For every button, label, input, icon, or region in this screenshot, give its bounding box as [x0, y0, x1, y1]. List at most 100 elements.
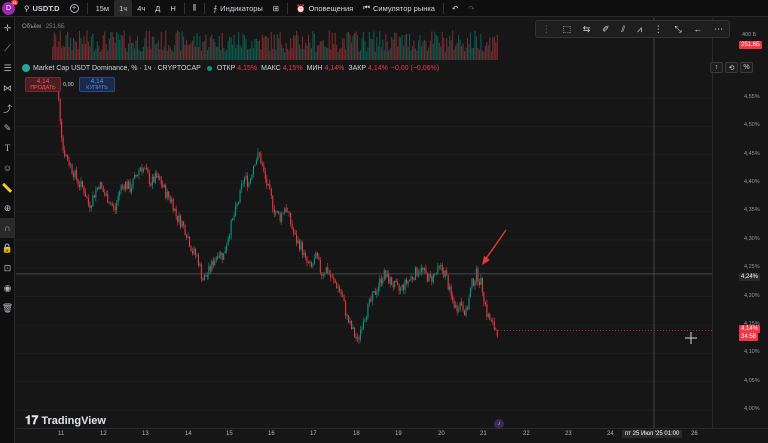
candle-body [74, 170, 76, 178]
volume-bar [368, 32, 370, 60]
volume-bar [243, 35, 246, 60]
candle-body [464, 310, 466, 316]
candle-body [150, 183, 152, 186]
trash-icon[interactable]: 🗑 [1, 302, 14, 313]
volume-bar [422, 41, 424, 60]
price-tick-label: 4,50% [744, 122, 760, 129]
measure-icon[interactable]: ⇆ [582, 23, 591, 34]
wave-pattern-icon[interactable]: ⩘ [636, 23, 643, 34]
lock-icon[interactable]: ⊡ [3, 262, 12, 273]
candle-body [468, 297, 470, 310]
candle-body [400, 287, 402, 291]
edit-line-icon[interactable]: ✐ [602, 23, 610, 34]
volume-bar [114, 42, 116, 60]
series-title[interactable]: Market Cap USDT Dominance, % · 1ч · CRYP… [33, 64, 201, 72]
candle-body [403, 284, 405, 291]
fib-retracement-icon[interactable]: ☰ [3, 62, 12, 73]
interval-15m[interactable]: 15м [95, 3, 110, 13]
go-to-realtime-icon[interactable]: ♪ [494, 419, 504, 429]
volume-bar [346, 32, 348, 60]
compare-add-symbol-button[interactable]: + [65, 0, 84, 17]
volume-bar [315, 51, 317, 60]
volume-bar [407, 46, 409, 60]
symbol-logo-icon [22, 64, 30, 72]
interval-1h[interactable]: 1ч [114, 0, 133, 17]
chart-type-button[interactable]: ⫼ [188, 0, 201, 17]
candle-body [151, 176, 153, 186]
volume-bar [169, 47, 171, 60]
candle-body [330, 274, 332, 278]
candle-body [334, 279, 336, 283]
candle-body [71, 164, 73, 173]
interval-1w[interactable]: Н [170, 3, 176, 13]
candle-body [380, 278, 382, 284]
price-chart[interactable] [16, 18, 712, 428]
volume-label: Объём [22, 24, 42, 30]
volume-bar [353, 32, 356, 60]
candle-body [267, 183, 269, 186]
volume-bar [450, 40, 452, 60]
layouts-button[interactable]: ⊞ [268, 0, 284, 17]
brush-icon[interactable]: ✎ [3, 122, 12, 133]
scroll-up-button[interactable]: ↑ [710, 62, 723, 73]
horizontal-line-icon[interactable]: ← [693, 24, 703, 34]
candle-body [367, 303, 369, 317]
eye-icon[interactable]: ◉ [3, 282, 12, 293]
candle-body [496, 329, 498, 337]
candle-body [487, 314, 489, 317]
volume-bar [257, 40, 259, 60]
crosshair-cursor-icon[interactable]: ✛ [3, 22, 12, 33]
auto-scale-button[interactable]: ⟲ [725, 62, 738, 73]
sell-button[interactable]: 4,14 ПРОДАТЬ [25, 77, 61, 92]
buy-button[interactable]: 4,14 КУПИТЬ [79, 77, 115, 92]
redo-button[interactable]: ↷ [463, 0, 479, 17]
volume-bar [489, 37, 491, 60]
prediction-icon[interactable]: ⤴ [2, 103, 12, 114]
volume-bar [296, 30, 298, 60]
lock-drawings-icon[interactable]: 🔒 [1, 242, 14, 253]
undo-button[interactable]: ↶ [447, 0, 463, 17]
interval-4h[interactable]: 4ч [137, 3, 146, 13]
candle-body [455, 305, 457, 308]
volume-bar [472, 48, 475, 60]
volume-bar [133, 48, 136, 60]
volume-bar [481, 50, 483, 60]
trend-line-icon[interactable]: ⟋ [4, 42, 11, 53]
volume-bar [221, 32, 223, 60]
zoom-in-icon[interactable]: ⊕ [3, 202, 12, 213]
symbol-search-button[interactable]: ⚲ USDT.D [19, 0, 65, 17]
indicators-button[interactable]: ⨍ Индикаторы [213, 3, 263, 13]
pattern-icon[interactable]: ⋈ [3, 82, 12, 93]
volume-bar [285, 43, 287, 60]
alerts-button[interactable]: ⏰ Оповещения [296, 3, 354, 13]
candle-body [172, 199, 174, 211]
parallel-channel-icon[interactable]: ⫽ [621, 23, 626, 34]
tradingview-logo[interactable]: 𝟏𝟕 TradingView [25, 413, 106, 427]
user-avatar[interactable]: D 11 [2, 0, 18, 15]
volume-bar [261, 34, 263, 60]
replay-button[interactable]: ⏮ Симулятор рынка [363, 3, 435, 13]
interval-1d[interactable]: Д [155, 3, 161, 13]
rectangle-select-icon[interactable]: ⬚ [562, 23, 572, 34]
candle-body [483, 292, 485, 303]
volume-legend: Объём 251,6Б [22, 24, 65, 30]
text-tool-icon[interactable]: T [4, 143, 11, 153]
drag-handle-icon[interactable]: ⋮ [541, 23, 551, 34]
volume-bar [316, 45, 318, 60]
volume-bar [374, 51, 376, 60]
candle-body [246, 175, 249, 187]
vertical-line-icon[interactable]: ⋮ [653, 23, 663, 34]
more-icon[interactable]: ⋯ [714, 23, 724, 34]
ray-icon[interactable]: ⤡ [674, 23, 682, 34]
percent-scale-button[interactable]: % [740, 62, 753, 73]
volume-bar [392, 39, 394, 60]
emoji-icon[interactable]: ☺ [2, 163, 13, 173]
volume-bar [480, 33, 482, 60]
time-axis[interactable] [16, 428, 768, 443]
ruler-icon[interactable]: 📏 [1, 182, 14, 193]
price-axis[interactable] [712, 18, 768, 428]
candle-body [105, 193, 107, 196]
magnet-icon[interactable]: ∩ [0, 218, 15, 238]
volume-bar [413, 40, 415, 60]
candle-body [188, 236, 191, 247]
